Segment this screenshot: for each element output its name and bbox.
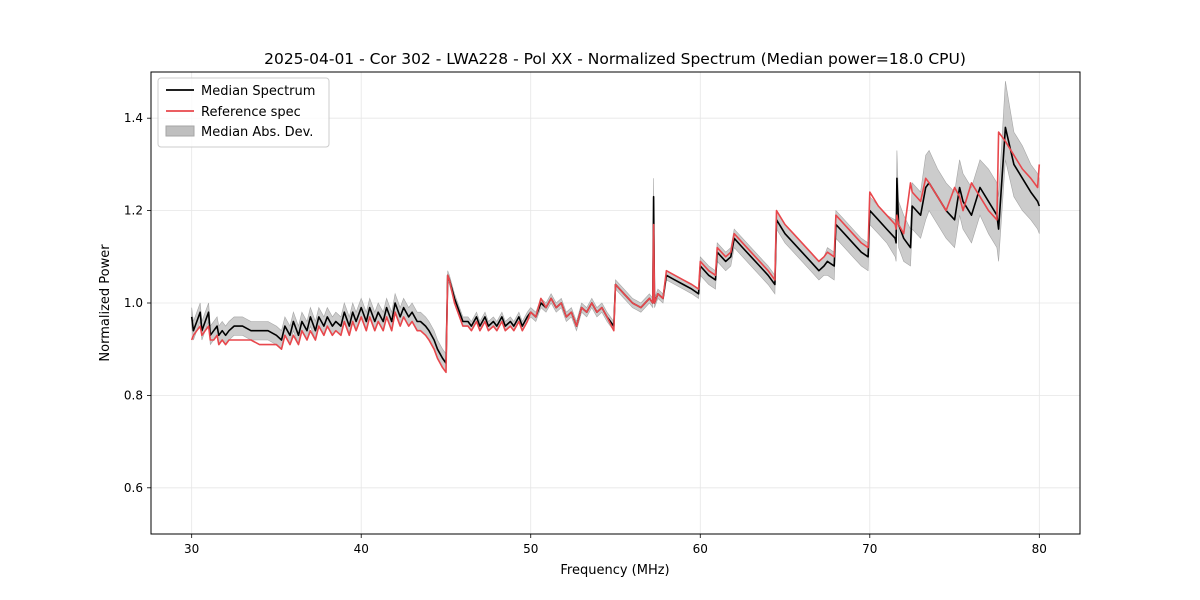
x-tick-label: 60: [693, 542, 708, 556]
x-axis: 30 40 50 60 70 80: [184, 534, 1047, 556]
y-tick-label: 0.6: [124, 481, 143, 495]
plot-area: [190, 81, 1041, 374]
y-tick-label: 1.2: [124, 204, 143, 218]
x-tick-label: 70: [862, 542, 877, 556]
x-tick-label: 50: [523, 542, 538, 556]
legend-label-mad: Median Abs. Dev.: [201, 125, 313, 140]
legend-label-median: Median Spectrum: [201, 84, 315, 99]
y-tick-label: 1.4: [124, 111, 143, 125]
y-tick-label: 0.8: [124, 388, 143, 402]
x-tick-label: 80: [1032, 542, 1047, 556]
y-axis-label: Normalized Power: [98, 244, 113, 362]
y-axis: 0.6 0.8 1.0 1.2 1.4: [124, 111, 151, 495]
legend-box: [157, 77, 330, 148]
x-tick-label: 30: [184, 542, 199, 556]
legend-label-reference: Reference spec: [201, 105, 301, 120]
legend: Median Spectrum Reference spec Median Ab…: [157, 77, 330, 148]
legend-swatch-mad: [165, 125, 195, 137]
x-axis-label: Frequency (MHz): [560, 563, 669, 578]
chart-title: 2025-04-01 - Cor 302 - LWA228 - Pol XX -…: [264, 50, 966, 68]
y-tick-label: 1.0: [124, 296, 143, 310]
x-tick-label: 40: [354, 542, 369, 556]
reference-spectrum-line: [190, 131, 1041, 374]
